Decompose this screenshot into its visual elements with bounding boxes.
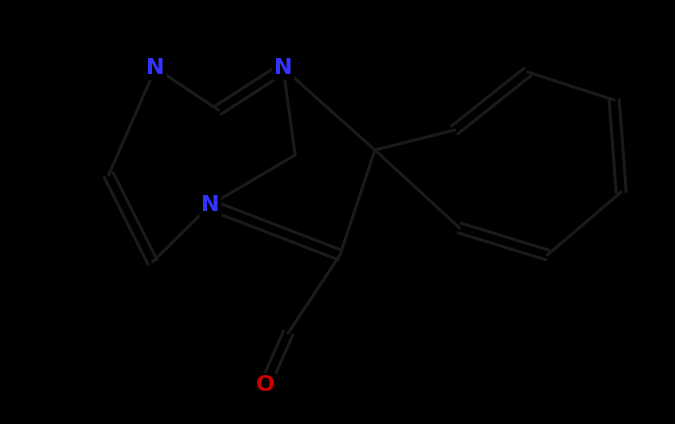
Text: N: N	[146, 58, 165, 78]
Text: O: O	[256, 375, 275, 395]
Text: N: N	[201, 195, 219, 215]
Text: N: N	[274, 58, 292, 78]
